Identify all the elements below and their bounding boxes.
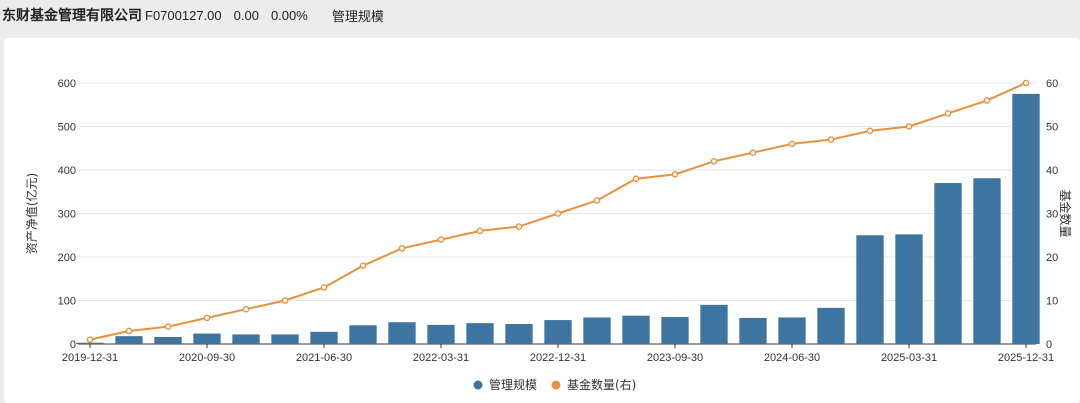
fund-count-point [515, 223, 523, 230]
y-left-tick-label: 600 [58, 78, 76, 90]
fund-count-point [710, 158, 718, 165]
fund-count-point [827, 136, 835, 143]
y-right-tick-label: 60 [1046, 78, 1058, 90]
fund-count-point [905, 123, 913, 130]
bar [505, 323, 533, 344]
y-left-tick-label: 0 [70, 339, 76, 351]
bar [427, 324, 455, 344]
company-name: 东财基金管理有限公司 [2, 7, 142, 23]
change-percent: 0.00% [270, 7, 308, 23]
legend-label-bars: 管理规模 [489, 377, 537, 392]
fund-count-point [86, 336, 94, 343]
bar [232, 334, 260, 344]
y-left-tick-label: 200 [58, 252, 76, 264]
y-right-tick-label: 0 [1046, 339, 1052, 351]
bar [622, 315, 650, 344]
y-left-tick-label: 100 [58, 296, 76, 308]
x-tick-label: 2022-03-31 [413, 352, 469, 364]
fund-count-point [983, 97, 991, 104]
y-right-tick-label: 40 [1046, 165, 1058, 177]
x-tick-label: 2025-03-31 [881, 352, 937, 364]
y-left-tick-label: 400 [58, 165, 76, 177]
x-tick-label: 2019-12-31 [62, 352, 118, 364]
fund-count-point [632, 175, 640, 182]
y-left-tick-label: 500 [58, 122, 76, 134]
bar [154, 337, 182, 344]
fund-count-point [593, 197, 601, 204]
combo-chart: 0 100 200 300 400 500 600 0 10 20 30 40 50 60 资产净值(亿元)… [24, 78, 1073, 392]
y-left-axis-title: 资产净值(亿元) [24, 173, 39, 254]
bar [271, 334, 299, 344]
fund-count-point [554, 210, 562, 217]
x-tick-label: 2021-06-30 [296, 352, 352, 364]
fund-count-point [866, 127, 874, 135]
fund-count-point [788, 140, 796, 148]
y-left-tick-label: 300 [58, 209, 76, 221]
fund-count-point [476, 227, 484, 235]
bar [544, 320, 572, 344]
x-tick-label: 2023-09-30 [647, 352, 703, 364]
y-right-tick-label: 20 [1046, 252, 1058, 264]
fund-count-point [1022, 79, 1030, 87]
bar [583, 317, 611, 344]
x-tick-label: 2022-12-31 [530, 352, 586, 364]
bar [895, 234, 923, 344]
bar [661, 317, 689, 344]
legend-label-line: 基金数量(右) [567, 377, 636, 392]
legend-swatch-line [551, 380, 561, 390]
bar [1012, 93, 1040, 344]
fund-count-point [359, 262, 367, 269]
bar [856, 235, 884, 344]
x-tick-label: 2025-12-31 [998, 352, 1054, 364]
bar [349, 325, 377, 344]
fund-count-point [242, 305, 250, 313]
bar [466, 323, 494, 344]
fund-count-point [320, 284, 328, 291]
bar [76, 342, 104, 344]
y-right-axis-title: 基金数量 [1058, 189, 1073, 237]
bar [778, 317, 806, 344]
change-value: 0.00 [233, 7, 259, 23]
legend-swatch-bars [473, 380, 483, 390]
tab-management-scale[interactable]: 管理规模 [331, 8, 384, 24]
header-bar: 东财基金管理有限公司 F0700127.00 0.00 0.00% 管理规模 [0, 0, 1080, 30]
fund-count-point [944, 110, 952, 117]
bar [310, 331, 338, 344]
fund-count-point [398, 244, 406, 252]
fund-count-point [749, 149, 757, 156]
bar [115, 336, 143, 344]
bar [700, 304, 728, 344]
fund-count-point [164, 323, 172, 330]
bar [934, 183, 962, 344]
fund-count-point [281, 297, 289, 304]
y-right-tick-label: 50 [1046, 122, 1058, 134]
bar [817, 307, 845, 344]
fund-count-point [125, 327, 133, 335]
chart-panel: 0 100 200 300 400 500 600 0 10 20 30 40 50 60 资产净值(亿元)… [4, 38, 1080, 403]
bar [193, 333, 221, 344]
x-tick-label: 2020-09-30 [179, 352, 235, 364]
fund-count-point [437, 236, 445, 243]
y-right-tick-label: 30 [1046, 209, 1058, 221]
fund-code: F0700127.00 [145, 7, 222, 23]
fund-count-point [203, 314, 211, 322]
y-right-tick-label: 10 [1046, 296, 1058, 308]
x-tick-label: 2024-06-30 [764, 352, 820, 364]
fund-count-point [671, 171, 679, 178]
bar [388, 322, 416, 344]
bar [739, 317, 767, 344]
bar [973, 178, 1001, 344]
